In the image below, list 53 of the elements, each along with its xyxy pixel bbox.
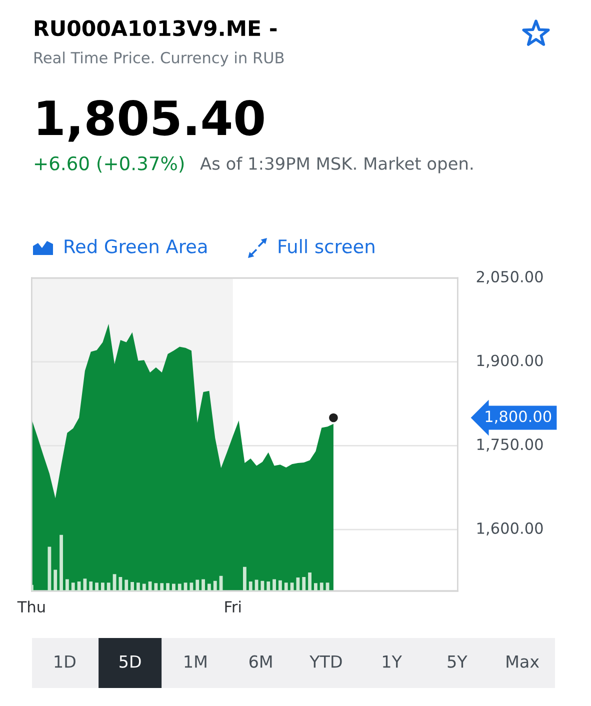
y-tick-label: 2,050.00 — [476, 270, 543, 284]
bar — [178, 584, 182, 591]
bar — [160, 583, 164, 591]
bar — [243, 566, 246, 591]
bar — [154, 583, 158, 591]
text: 1Y — [383, 655, 402, 668]
bar — [202, 579, 205, 591]
bar — [54, 570, 58, 591]
chart-title: RU000A1013V9.ME - — [34, 20, 277, 36]
text: 1,805.40 — [38, 100, 264, 142]
bar — [272, 579, 276, 591]
text: 5Y — [448, 655, 468, 668]
bar — [89, 581, 93, 591]
bar — [172, 584, 176, 591]
bar — [66, 579, 69, 591]
bar — [213, 580, 217, 591]
bar — [314, 583, 318, 591]
bar — [142, 584, 146, 591]
y-tick-label: 1,600.00 — [477, 522, 543, 536]
bar — [60, 534, 63, 591]
bar — [95, 582, 98, 591]
y-tick-label: 1,900.00 — [477, 354, 543, 368]
bar — [208, 584, 211, 591]
bar — [130, 582, 134, 591]
bar — [284, 582, 288, 591]
bar — [106, 582, 110, 591]
bar — [101, 582, 104, 591]
bar — [308, 572, 312, 591]
text: Red Green Area — [64, 239, 207, 254]
bar — [320, 582, 324, 591]
text: As of 1:39PM MSK. Market open. — [200, 156, 473, 174]
text: 6M — [249, 655, 272, 668]
y-tick-label: 1,750.00 — [477, 438, 543, 452]
chart-subtitle: Real Time Price. Currency in RUB — [34, 52, 284, 66]
bar — [266, 581, 270, 591]
bar — [248, 581, 252, 591]
text: 1,800.00 — [486, 410, 552, 424]
x-tick-label: Fri — [225, 600, 241, 612]
text: Full screen — [278, 239, 374, 254]
bar — [136, 582, 140, 591]
text: YTD — [310, 655, 342, 668]
text: Max — [506, 655, 539, 668]
bar — [302, 576, 306, 591]
text: 1D — [54, 655, 76, 668]
bar — [124, 580, 128, 591]
text: +6.60 (+0.37%) — [34, 156, 184, 173]
bar — [196, 580, 200, 591]
x-tick-label: Thu — [17, 600, 45, 613]
text: 5D — [120, 655, 141, 668]
text: 1M — [184, 655, 206, 668]
bar — [71, 582, 75, 591]
bar — [278, 580, 282, 591]
bar — [166, 583, 170, 591]
